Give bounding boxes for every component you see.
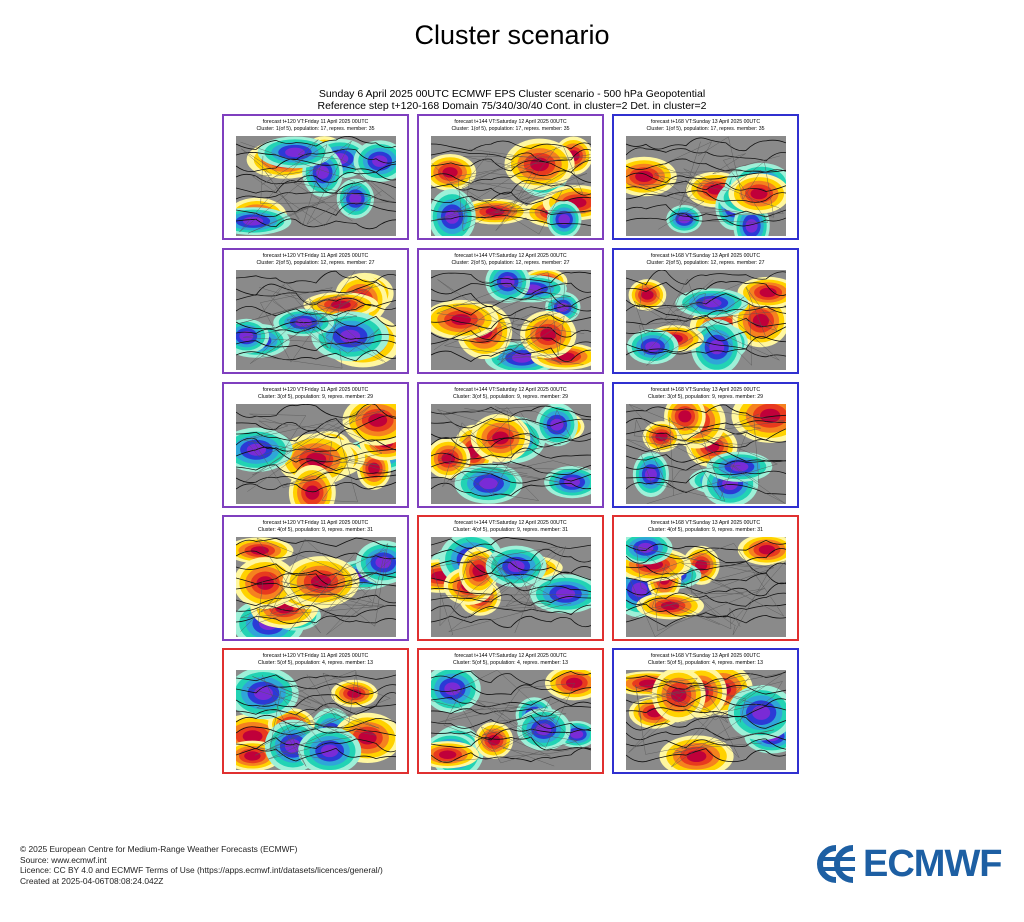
panel-title-line1: forecast t+120 VT:Friday 11 April 2025 0… xyxy=(262,253,369,259)
panel-title-line1: forecast t+120 VT:Friday 11 April 2025 0… xyxy=(262,520,369,526)
cluster-panel: forecast t+168 VT:Sunday 13 April 2025 0… xyxy=(612,382,799,508)
geopotential-map xyxy=(431,537,591,637)
panel-title-line2: Cluster: 1(of 5), population: 17, repres… xyxy=(451,125,570,132)
panel-title-line1: forecast t+144 VT:Saturday 12 April 2025… xyxy=(454,119,567,125)
panel-title-line2: Cluster: 3(of 5), population: 9, repres.… xyxy=(452,393,569,400)
cluster-panel: forecast t+168 VT:Sunday 13 April 2025 0… xyxy=(612,248,799,374)
panel-title-line2: Cluster: 3(of 5), population: 9, repres.… xyxy=(647,393,764,400)
figure-header: Sunday 6 April 2025 00UTC ECMWF EPS Clus… xyxy=(0,88,1024,112)
footer-created: Created at 2025-04-06T08:08:24.042Z xyxy=(20,875,164,886)
panel-title: forecast t+144 VT:Saturday 12 April 2025… xyxy=(419,387,602,400)
panel-title-line1: forecast t+168 VT:Sunday 13 April 2025 0… xyxy=(650,119,761,125)
ecmwf-logo: ECMWF xyxy=(813,844,1008,884)
panel-title-line1: forecast t+120 VT:Friday 11 April 2025 0… xyxy=(262,653,369,659)
panel-title-line1: forecast t+120 VT:Friday 11 April 2025 0… xyxy=(262,387,369,393)
cluster-panel: forecast t+120 VT:Friday 11 April 2025 0… xyxy=(222,648,409,774)
geopotential-map xyxy=(236,537,396,637)
panel-title-line1: forecast t+168 VT:Sunday 13 April 2025 0… xyxy=(650,653,761,659)
panel-title: forecast t+168 VT:Sunday 13 April 2025 0… xyxy=(614,387,797,400)
panel-title: forecast t+168 VT:Sunday 13 April 2025 0… xyxy=(614,119,797,132)
panel-title-line2: Cluster: 2(of 5), population: 12, repres… xyxy=(451,259,570,266)
panel-title-line1: forecast t+168 VT:Sunday 13 April 2025 0… xyxy=(650,387,761,393)
logo-wordmark: ECMWF xyxy=(863,843,1003,885)
figure-header-line2: Reference step t+120-168 Domain 75/340/3… xyxy=(317,100,707,112)
footer-source: Source: www.ecmwf.int xyxy=(20,854,107,865)
panel-title-line2: Cluster: 3(of 5), population: 9, repres.… xyxy=(257,393,374,400)
panel-title: forecast t+120 VT:Friday 11 April 2025 0… xyxy=(224,119,407,132)
cluster-panel: forecast t+144 VT:Saturday 12 April 2025… xyxy=(417,515,604,641)
panel-title: forecast t+120 VT:Friday 11 April 2025 0… xyxy=(224,253,407,266)
panel-title: forecast t+168 VT:Sunday 13 April 2025 0… xyxy=(614,253,797,266)
cluster-panel: forecast t+168 VT:Sunday 13 April 2025 0… xyxy=(612,648,799,774)
panel-title-line2: Cluster: 5(of 5), population: 4, repres.… xyxy=(647,659,764,666)
panel-title-line2: Cluster: 1(of 5), population: 17, repres… xyxy=(646,125,765,132)
geopotential-map xyxy=(236,670,396,770)
geopotential-map xyxy=(626,270,786,370)
footer-licence: Licence: CC BY 4.0 and ECMWF Terms of Us… xyxy=(20,865,383,875)
panel-title: forecast t+144 VT:Saturday 12 April 2025… xyxy=(419,520,602,533)
panel-title-line1: forecast t+144 VT:Saturday 12 April 2025… xyxy=(454,520,567,526)
panel-title: forecast t+120 VT:Friday 11 April 2025 0… xyxy=(224,387,407,400)
geopotential-map xyxy=(626,404,786,504)
panel-title-line1: forecast t+120 VT:Friday 11 April 2025 0… xyxy=(262,119,369,125)
panel-title-line2: Cluster: 1(of 5), population: 17, repres… xyxy=(256,125,375,132)
cluster-panel: forecast t+144 VT:Saturday 12 April 2025… xyxy=(417,382,604,508)
cluster-panel-grid: forecast t+120 VT:Friday 11 April 2025 0… xyxy=(222,114,804,779)
geopotential-map xyxy=(431,404,591,504)
cluster-panel: forecast t+120 VT:Friday 11 April 2025 0… xyxy=(222,248,409,374)
cluster-panel: forecast t+144 VT:Saturday 12 April 2025… xyxy=(417,114,604,240)
panel-title-line1: forecast t+144 VT:Saturday 12 April 2025… xyxy=(454,387,567,393)
panel-title-line1: forecast t+144 VT:Saturday 12 April 2025… xyxy=(454,653,567,659)
cluster-panel: forecast t+144 VT:Saturday 12 April 2025… xyxy=(417,248,604,374)
cluster-panel: forecast t+144 VT:Saturday 12 April 2025… xyxy=(417,648,604,774)
cluster-panel: forecast t+120 VT:Friday 11 April 2025 0… xyxy=(222,114,409,240)
panel-title-line2: Cluster: 4(of 5), population: 9, repres.… xyxy=(257,526,374,533)
panel-title: forecast t+168 VT:Sunday 13 April 2025 0… xyxy=(614,520,797,533)
panel-title-line1: forecast t+168 VT:Sunday 13 April 2025 0… xyxy=(650,520,761,526)
page-title: Cluster scenario xyxy=(414,20,610,50)
panel-title-line2: Cluster: 5(of 5), population: 4, repres.… xyxy=(257,659,374,666)
ecmwf-logo-icon xyxy=(817,845,855,883)
geopotential-map xyxy=(626,537,786,637)
geopotential-map xyxy=(431,270,591,370)
geopotential-map xyxy=(236,136,396,236)
cluster-panel: forecast t+168 VT:Sunday 13 April 2025 0… xyxy=(612,515,799,641)
panel-title-line2: Cluster: 2(of 5), population: 12, repres… xyxy=(646,259,765,266)
geopotential-map xyxy=(431,136,591,236)
panel-title-line2: Cluster: 5(of 5), population: 4, repres.… xyxy=(452,659,569,666)
panel-title-line2: Cluster: 4(of 5), population: 9, repres.… xyxy=(647,526,764,533)
panel-title-line2: Cluster: 4(of 5), population: 9, repres.… xyxy=(452,526,569,533)
panel-title: forecast t+144 VT:Saturday 12 April 2025… xyxy=(419,119,602,132)
cluster-panel: forecast t+168 VT:Sunday 13 April 2025 0… xyxy=(612,114,799,240)
footer-copyright: © 2025 European Centre for Medium-Range … xyxy=(20,844,298,854)
panel-title: forecast t+144 VT:Saturday 12 April 2025… xyxy=(419,253,602,266)
panel-title-line1: forecast t+144 VT:Saturday 12 April 2025… xyxy=(454,253,567,259)
figure-header-line1: Sunday 6 April 2025 00UTC ECMWF EPS Clus… xyxy=(318,88,706,100)
panel-title: forecast t+144 VT:Saturday 12 April 2025… xyxy=(419,653,602,666)
geopotential-map xyxy=(236,270,396,370)
geopotential-map xyxy=(236,404,396,504)
cluster-panel: forecast t+120 VT:Friday 11 April 2025 0… xyxy=(222,515,409,641)
panel-title-line2: Cluster: 2(of 5), population: 12, repres… xyxy=(256,259,375,266)
cluster-panel: forecast t+120 VT:Friday 11 April 2025 0… xyxy=(222,382,409,508)
footer: © 2025 European Centre for Medium-Range … xyxy=(20,844,383,886)
panel-title: forecast t+168 VT:Sunday 13 April 2025 0… xyxy=(614,653,797,666)
panel-title: forecast t+120 VT:Friday 11 April 2025 0… xyxy=(224,520,407,533)
geopotential-map xyxy=(431,670,591,770)
panel-title: forecast t+120 VT:Friday 11 April 2025 0… xyxy=(224,653,407,666)
geopotential-map xyxy=(626,670,786,770)
geopotential-map xyxy=(626,136,786,236)
panel-title-line1: forecast t+168 VT:Sunday 13 April 2025 0… xyxy=(650,253,761,259)
